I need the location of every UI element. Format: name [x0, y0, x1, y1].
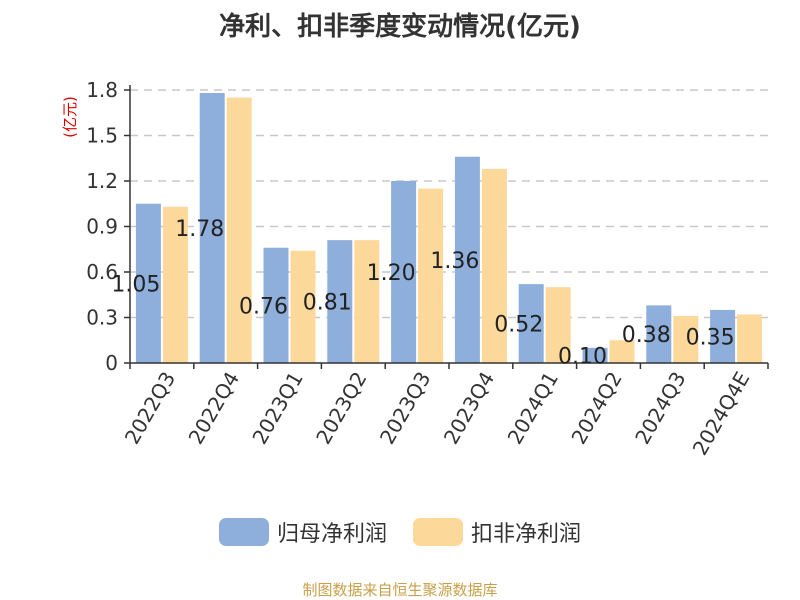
bar-koufei-net-profit [418, 188, 444, 363]
y-tick-label: 1.5 [86, 124, 118, 148]
y-tick-label: 0 [105, 351, 118, 375]
source-note: 制图数据来自恒生聚源数据库 [302, 581, 498, 599]
data-labels: 1.05 1.78 0.76 0.81 1.20 1.36 0.52 0.10 0.38 0.35 [111, 217, 734, 369]
legend-label: 扣非净利润 [471, 522, 582, 547]
bar-koufei-net-profit [481, 168, 507, 363]
grid-lines [130, 89, 768, 319]
bars [135, 93, 763, 364]
legend-item[interactable]: 归母净利润 [218, 516, 387, 548]
x-tick-label: 2022Q3 [120, 368, 180, 449]
x-tick-label: 2023Q3 [375, 368, 435, 449]
x-tick-label: 2024Q4E [688, 368, 755, 460]
bar-koufei-net-profit [226, 97, 252, 363]
y-tick-label: 1.2 [86, 169, 118, 193]
legend-item[interactable]: 扣非净利润 [413, 516, 581, 548]
data-label: 1.05 [111, 272, 160, 297]
data-label: 0.76 [239, 294, 288, 319]
bar-guimu-net-profit [454, 156, 480, 363]
bar-guimu-net-profit [391, 181, 417, 363]
y-tick-label: 0.9 [86, 215, 118, 239]
bar-koufei-net-profit [162, 206, 188, 363]
bar-koufei-net-profit [354, 240, 380, 363]
bar-koufei-net-profit [673, 315, 699, 363]
bar-koufei-net-profit [609, 340, 635, 363]
legend-swatch [413, 518, 463, 546]
x-tick-label: 2023Q4 [439, 368, 499, 449]
data-label: 0.38 [622, 323, 671, 348]
data-label: 1.20 [367, 261, 416, 286]
x-tick-label: 2023Q2 [311, 368, 371, 449]
bar-guimu-net-profit [263, 247, 289, 363]
x-tick-label: 2024Q3 [630, 368, 690, 449]
data-label: 1.78 [175, 217, 224, 242]
y-tick-label: 0.3 [86, 306, 118, 330]
chart-title: 净利、扣非季度变动情况(亿元) [219, 12, 581, 42]
x-tick-label: 2022Q4 [184, 368, 244, 449]
data-label: 0.52 [494, 313, 543, 338]
y-tick-label: 0.6 [86, 260, 118, 284]
bar-koufei-net-profit [290, 250, 316, 363]
legend-swatch [218, 518, 269, 546]
y-axis-label: (亿元) [61, 96, 79, 138]
bar-guimu-net-profit [135, 203, 161, 363]
x-tick-label: 2024Q1 [503, 368, 563, 449]
data-label: 0.35 [686, 325, 735, 350]
x-tick-label: 2023Q1 [247, 368, 307, 449]
x-tick-label: 2024Q2 [566, 368, 626, 449]
bar-guimu-net-profit [518, 284, 544, 363]
bar-koufei-net-profit [737, 314, 763, 363]
data-label: 0.81 [303, 291, 352, 316]
y-tick-label: 1.8 [86, 78, 118, 102]
legend-label: 归母净利润 [276, 522, 387, 547]
data-label: 1.36 [430, 249, 479, 274]
bar-guimu-net-profit [199, 93, 225, 364]
bar-guimu-net-profit [646, 305, 672, 363]
bar-guimu-net-profit [582, 347, 608, 363]
data-label: 0.10 [558, 344, 607, 369]
legend: 归母净利润 扣非净利润 [0, 516, 800, 548]
bar-koufei-net-profit [545, 287, 571, 363]
bar-guimu-net-profit [710, 309, 736, 363]
bar-guimu-net-profit [327, 240, 353, 363]
